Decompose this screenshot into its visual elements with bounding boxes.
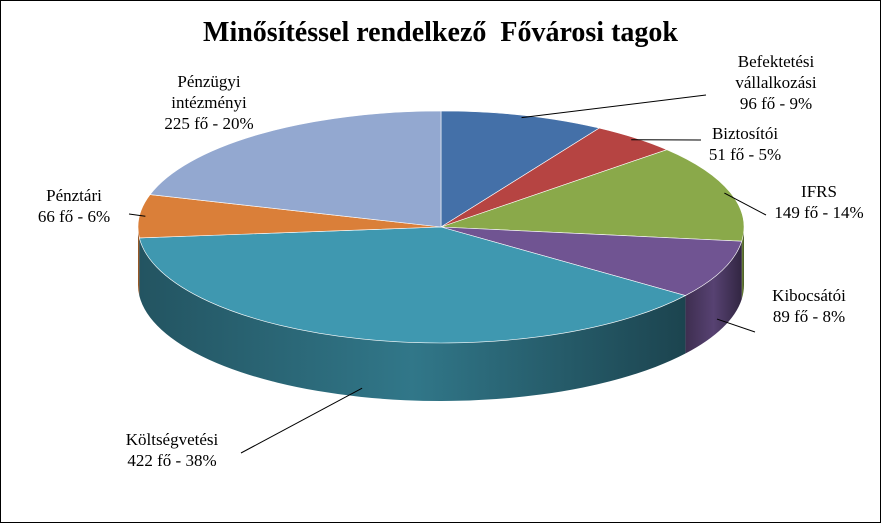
slice-label-line: Kibocsátói	[772, 286, 846, 305]
slice-label-line: Pénztári	[46, 186, 102, 205]
slice-label-line: Költségvetési	[126, 430, 219, 449]
leader-line-0	[521, 94, 707, 119]
pie-sides	[138, 227, 744, 401]
slice-label-line: vállalkozási	[735, 73, 816, 92]
slice-label-line: 96 fő - 9%	[740, 94, 812, 113]
pie-tops	[137, 110, 745, 344]
slice-labels: Befektetési vállalkozási 96 fő - 9% Biztosí…	[38, 52, 864, 470]
slice-label-line: 149 fő - 14%	[774, 203, 863, 222]
slice-label-line: Biztosítói	[712, 124, 778, 143]
leader-line-5	[128, 213, 146, 217]
slice-label-line: 422 fő - 38%	[127, 451, 216, 470]
pie-slice-2	[440, 149, 745, 242]
pie-side-2	[741, 227, 744, 300]
leader-lines	[128, 94, 767, 454]
pie-side-5	[138, 227, 140, 296]
slice-label-line: intézményi	[171, 93, 247, 112]
pie-slice-3	[440, 226, 743, 296]
slice-label-line: Pénzügyi	[177, 72, 241, 91]
slice-label-2: IFRS 149 fő - 14%	[774, 182, 863, 222]
slice-label-line: 51 fő - 5%	[709, 145, 781, 164]
slice-label-line: Befektetési	[738, 52, 815, 71]
slice-label-line: 225 fő - 20%	[164, 114, 253, 133]
slice-label-1: Biztosítói 51 fő - 5%	[709, 124, 781, 164]
slice-label-line: 66 fő - 6%	[38, 207, 110, 226]
leader-line-3	[716, 318, 756, 333]
slice-label-line: 89 fő - 8%	[773, 307, 845, 326]
slice-label-3: Kibocsátói 89 fő - 8%	[772, 286, 846, 326]
leader-line-4	[240, 387, 363, 454]
slice-label-5: Pénztári 66 fő - 6%	[38, 186, 110, 226]
pie-slice-6	[149, 110, 442, 228]
slice-label-0: Befektetési vállalkozási 96 fő - 9%	[735, 52, 816, 113]
slice-label-line: IFRS	[801, 182, 837, 201]
slice-label-4: Költségvetési 422 fő - 38%	[126, 430, 219, 470]
pie-side-3	[685, 241, 742, 354]
pie-side-4	[139, 237, 686, 401]
leader-line-2	[724, 192, 767, 216]
pie-slice-0	[440, 110, 600, 228]
chart-title: Minősítéssel rendelkező Fővárosi tagok	[203, 17, 678, 48]
pie-slice-4	[138, 226, 687, 344]
slice-label-6: Pénzügyi intézményi 225 fő - 20%	[164, 72, 253, 133]
